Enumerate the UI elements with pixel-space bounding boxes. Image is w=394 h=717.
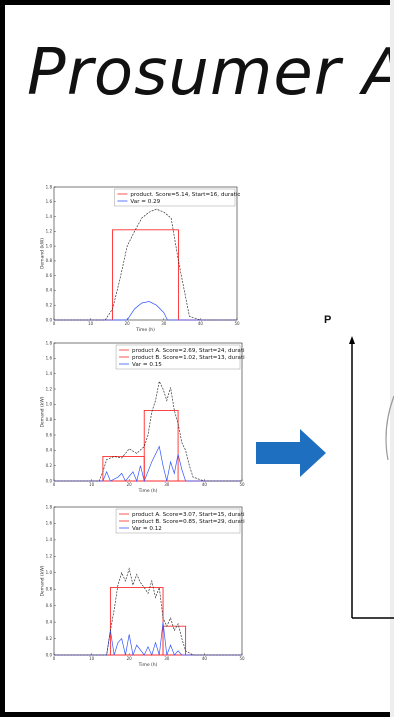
x-tick-label: 20 — [125, 321, 131, 326]
x-axis-label: Time (h) — [135, 327, 155, 332]
y-tick-label: 0.2 — [46, 463, 53, 468]
y-tick-label: 1.0 — [46, 243, 53, 248]
chart-2: 0.0 0.2 0.4 0.6 0.8 1.0 1.2 1.4 1.6 1.8 0 10 20 30 40 5… — [40, 341, 245, 493]
x-tick-label: 10 — [89, 656, 95, 661]
y-tick-label: 0.0 — [46, 652, 53, 657]
y-axis-label: Demand (kW) — [40, 565, 46, 596]
legend-label: product B. Score=1.02, Start=13, duratio… — [132, 355, 245, 361]
slide-edge — [390, 0, 394, 717]
y-tick-label: 0.4 — [46, 619, 53, 624]
y-tick-label: 1.8 — [46, 341, 53, 345]
y-tick-label: 0.6 — [46, 273, 53, 278]
y-tick-label: 1.6 — [46, 521, 53, 526]
y-tick-label: 1.2 — [46, 386, 53, 391]
x-tick-label: 10 — [88, 321, 94, 326]
x-tick-label: 20 — [127, 656, 133, 661]
y-tick-label: 0.0 — [46, 478, 53, 483]
x-tick-label: 40 — [202, 482, 208, 487]
x-tick-label: 30 — [164, 482, 170, 487]
plot-frame — [53, 186, 238, 321]
legend-label: Var = 0.29 — [130, 199, 160, 205]
y-tick-label: 1.6 — [46, 356, 53, 361]
y-tick-label: 0.2 — [46, 636, 53, 641]
p-axis-label: P — [324, 314, 332, 326]
variance-series — [54, 622, 242, 657]
y-axis-label: Demand (kW) — [40, 238, 46, 269]
y-tick-label: 0.4 — [46, 448, 53, 453]
demand-series — [54, 208, 237, 321]
x-tick-label: 50 — [239, 482, 245, 487]
y-tick-label: 1.0 — [46, 402, 53, 407]
legend-label: product. Score=5.14, Start=16, duration=… — [130, 192, 240, 198]
y-tick-label: 1.8 — [46, 505, 53, 509]
legend-label: Var = 0.15 — [132, 362, 162, 368]
y-tick-label: 0.8 — [46, 587, 53, 592]
chart-3: 0.0 0.2 0.4 0.6 0.8 1.0 1.2 1.4 1.6 1.8 0 10 20 30 40 5… — [40, 505, 245, 667]
y-tick-label: 1.6 — [46, 199, 53, 204]
y-tick-label: 1.2 — [46, 229, 53, 234]
x-tick-label: 10 — [89, 482, 95, 487]
x-tick-label: 0 — [53, 656, 56, 661]
x-axis-label: Time (h) — [138, 488, 158, 493]
slide-title: Prosumer A — [27, 36, 394, 110]
x-tick-label: 40 — [202, 656, 208, 661]
y-tick-label: 1.2 — [46, 554, 53, 559]
y-tick-label: 0.2 — [46, 303, 53, 308]
chart-1: 0.0 0.2 0.4 0.6 0.8 1.0 1.2 1.4 1.6 1.8 0 10 20 30 40 5… — [40, 185, 240, 332]
variance-series — [54, 301, 237, 321]
legend-label: Var = 0.12 — [132, 526, 162, 532]
x-tick-label: 20 — [127, 482, 133, 487]
variance-series — [54, 445, 242, 483]
profile-axes — [349, 336, 394, 619]
legend-box — [114, 188, 236, 207]
right-arrow-icon — [256, 429, 326, 477]
legend-label: product B. Score=0.85, Start=29, duratio… — [132, 519, 245, 525]
y-tick-label: 1.0 — [46, 570, 53, 575]
x-tick-label: 40 — [198, 321, 204, 326]
x-axis-label: Time (h) — [138, 662, 158, 667]
x-tick-label: 50 — [234, 321, 240, 326]
x-tick-label: 30 — [164, 656, 170, 661]
x-tick-label: 0 — [53, 482, 56, 487]
legend-box — [115, 508, 241, 534]
legend-box — [115, 344, 241, 370]
y-tick-label: 1.4 — [46, 214, 53, 219]
y-tick-label: 0.6 — [46, 432, 53, 437]
legend-label: product A. Score=3.07, Start=15, duratio… — [132, 512, 245, 518]
y-tick-label: 0.6 — [46, 603, 53, 608]
y-axis-label: Demand (kW) — [40, 396, 46, 427]
y-tick-label: 0.8 — [46, 417, 53, 422]
y-tick-label: 0.8 — [46, 258, 53, 263]
legend-label: product A. Score=2.69, Start=24, duratio… — [132, 348, 245, 354]
x-tick-label: 30 — [161, 321, 167, 326]
demand-series — [54, 380, 242, 482]
y-tick-label: 1.4 — [46, 371, 53, 376]
y-tick-label: 1.4 — [46, 537, 53, 542]
y-tick-label: 0.0 — [46, 317, 53, 322]
demand-series — [54, 567, 242, 656]
x-tick-label: 0 — [53, 321, 56, 326]
y-tick-label: 0.4 — [46, 288, 53, 293]
y-tick-label: 1.8 — [46, 185, 53, 189]
x-tick-label: 50 — [239, 656, 245, 661]
